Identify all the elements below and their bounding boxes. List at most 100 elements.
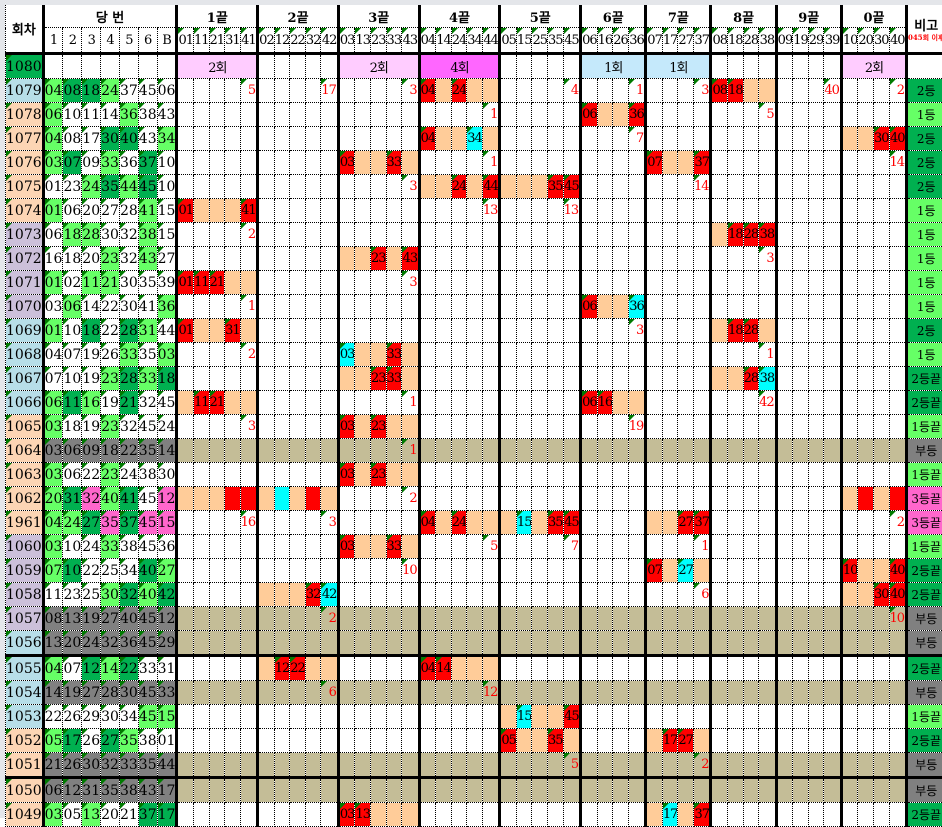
round-number: 1073 [6, 223, 44, 247]
ending-cell [258, 535, 275, 559]
ending-cell [841, 803, 858, 827]
winning-number: 03 [43, 463, 63, 487]
ending-cell [824, 103, 842, 127]
gap-count: 13 [482, 199, 500, 223]
ending-cell [482, 778, 500, 803]
ending-cell [436, 319, 452, 343]
ending-cell [841, 319, 858, 343]
hit-number-cell: 18 [728, 79, 744, 103]
round-number: 1079 [6, 79, 44, 103]
ending-col-header: 35 [548, 28, 564, 54]
winning-number: 14 [101, 103, 120, 127]
ending-cell [402, 583, 420, 607]
ending-cell [808, 103, 824, 127]
ending-cell [824, 656, 842, 681]
ending-cell [419, 753, 436, 778]
ending-cell [482, 247, 500, 271]
ending-cell [177, 367, 194, 391]
hit-number-cell: 23 [371, 415, 387, 439]
ending-cell [500, 656, 517, 681]
ending-cell [613, 199, 629, 223]
ending-cell [728, 271, 744, 295]
ending-cell [482, 803, 500, 827]
ending-cell [841, 343, 858, 367]
ending-cell [240, 778, 258, 803]
ending-cell [386, 391, 402, 415]
hit-number-cell: 13 [355, 803, 371, 827]
ending-cell [728, 535, 744, 559]
bonus-number: 44 [157, 753, 177, 778]
bonus-number: 44 [157, 319, 177, 343]
ending-cell [793, 511, 809, 535]
winning-number: 28 [119, 319, 138, 343]
ending-cell [419, 607, 436, 631]
empty-number-cell [82, 54, 101, 79]
ending-cell [581, 367, 598, 391]
ending-cell [858, 79, 874, 103]
ending-cell [793, 319, 809, 343]
ending-cell [548, 559, 564, 583]
span-cell [355, 151, 371, 175]
result-badge: 2등끝 [907, 803, 942, 827]
ending-cell [889, 753, 907, 778]
ending-cell [824, 151, 842, 175]
ending-cell [728, 559, 744, 583]
ending-cell [402, 631, 420, 656]
round-number: 1055 [6, 656, 44, 681]
ending-cell [402, 656, 420, 681]
ending-cell [177, 607, 194, 631]
ending-cell [193, 778, 209, 803]
span-cell [436, 127, 452, 151]
ending-cell [419, 559, 436, 583]
ending-cell [321, 803, 339, 827]
ending-cell [824, 631, 842, 656]
ending-cell [274, 415, 290, 439]
winning-number: 25 [82, 583, 101, 607]
ending-cell [628, 439, 646, 463]
repeat-cell [274, 487, 290, 511]
ending-cell [808, 463, 824, 487]
ending-cell [371, 729, 387, 753]
ending-cell [436, 631, 452, 656]
ending-cell [548, 199, 564, 223]
ending-cell [646, 439, 663, 463]
span-cell [678, 803, 694, 827]
ending-cell [355, 511, 371, 535]
ending-cell [759, 463, 777, 487]
hit-number-cell: 06 [581, 295, 598, 319]
ending-cell [808, 803, 824, 827]
span-cell [597, 103, 613, 127]
ending-cell [824, 175, 842, 199]
ending-col-header: 22 [290, 28, 306, 54]
ending-cell [743, 559, 759, 583]
ending-cell [873, 631, 889, 656]
ending-cell [305, 223, 321, 247]
ending-cell [793, 295, 809, 319]
ending-cell [597, 79, 613, 103]
winning-number: 04 [43, 127, 63, 151]
ending-cell [711, 127, 728, 151]
winning-number: 45 [138, 175, 157, 199]
round-number: 1070 [6, 295, 44, 319]
ending-cell [628, 583, 646, 607]
span-cell [274, 583, 290, 607]
hit-number-cell: 01 [177, 271, 194, 295]
ending-cell [711, 343, 728, 367]
ending-cell [678, 391, 694, 415]
ending-cell [873, 103, 889, 127]
ending-cell [258, 367, 275, 391]
winning-number: 23 [101, 247, 120, 271]
ending-cell [209, 729, 225, 753]
winning-number: 06 [43, 778, 63, 803]
round-number: 1078 [6, 103, 44, 127]
winning-number: 26 [63, 753, 82, 778]
ending-cell [500, 415, 517, 439]
ending-cell [290, 247, 306, 271]
empty-number-cell [101, 54, 120, 79]
ending-cell [240, 729, 258, 753]
ending-cell [240, 103, 258, 127]
ending-cell [436, 271, 452, 295]
ending-cell [776, 151, 793, 175]
